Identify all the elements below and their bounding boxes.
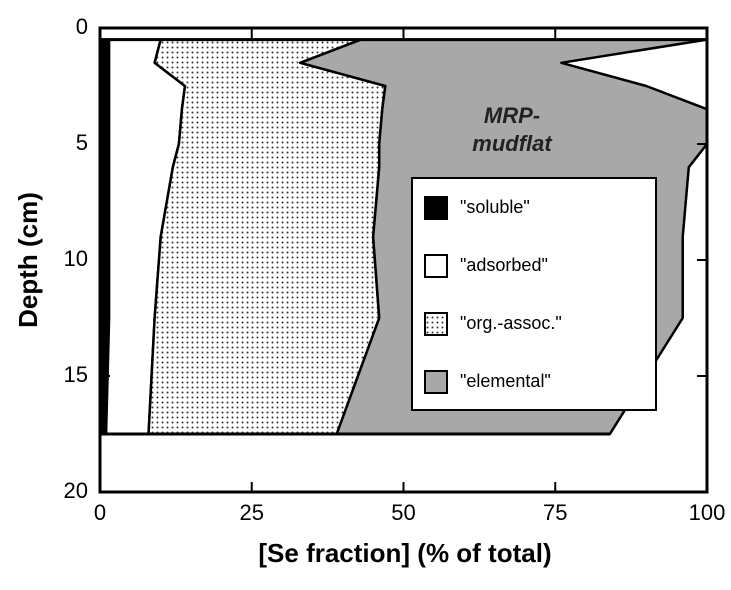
legend-label: "elemental" bbox=[460, 371, 551, 391]
x-tick-label: 100 bbox=[689, 500, 726, 525]
y-tick-label: 5 bbox=[76, 130, 88, 155]
y-axis-label: Depth (cm) bbox=[13, 192, 43, 328]
annotation: mudflat bbox=[472, 131, 553, 156]
y-tick-label: 20 bbox=[64, 478, 88, 503]
legend-label: "soluble" bbox=[460, 197, 530, 217]
x-axis-label: [Se fraction] (% of total) bbox=[258, 538, 551, 568]
legend-swatch bbox=[424, 254, 448, 278]
legend-swatch bbox=[424, 312, 448, 336]
legend-label: "org.-assoc." bbox=[460, 313, 562, 333]
legend-swatch bbox=[424, 370, 448, 394]
legend-label: "adsorbed" bbox=[460, 255, 548, 275]
x-tick-label: 0 bbox=[94, 500, 106, 525]
x-tick-label: 50 bbox=[391, 500, 415, 525]
y-tick-label: 0 bbox=[76, 14, 88, 39]
annotation: MRP- bbox=[484, 103, 540, 128]
legend-swatch bbox=[424, 196, 448, 220]
y-tick-label: 10 bbox=[64, 246, 88, 271]
x-tick-label: 75 bbox=[543, 500, 567, 525]
x-tick-label: 25 bbox=[240, 500, 264, 525]
legend-box bbox=[411, 177, 657, 411]
y-tick-label: 15 bbox=[64, 362, 88, 387]
area bbox=[147, 38, 387, 436]
